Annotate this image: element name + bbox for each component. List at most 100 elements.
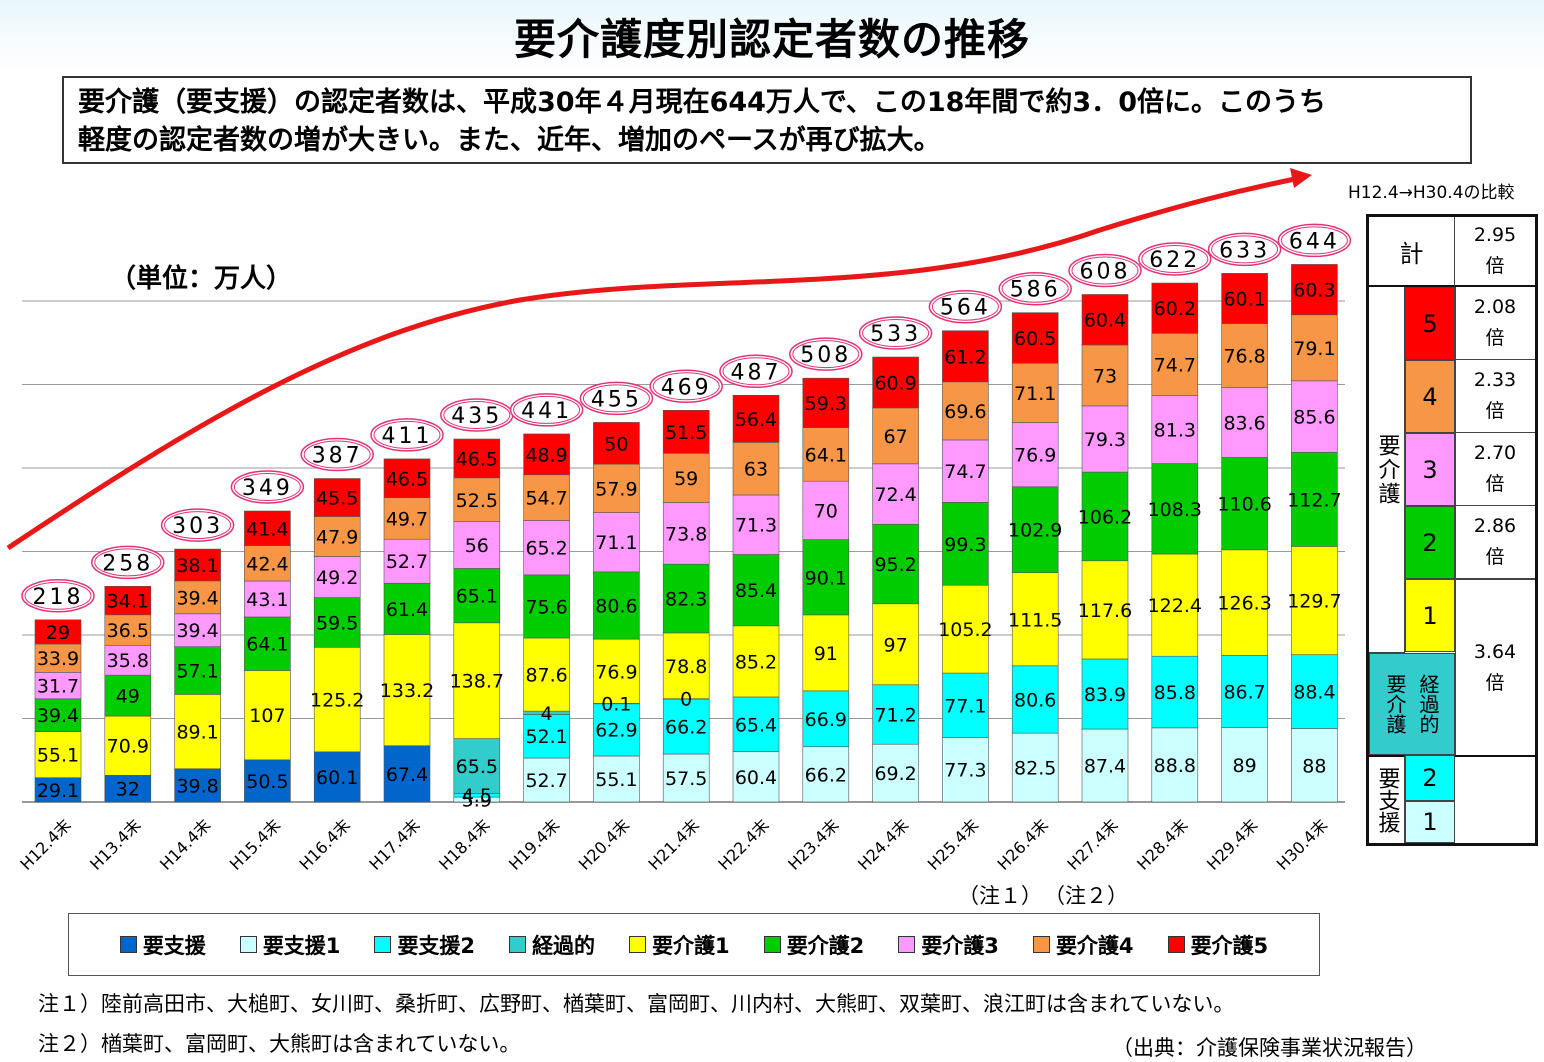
data-label-H26.4末-要介護3: 76.9 <box>1014 445 1056 467</box>
youshien-1-cell: 1 <box>1405 801 1455 843</box>
bar-segment-H13.4末-要支援 <box>104 774 152 803</box>
annotation-note2-mark: （注２） <box>1044 884 1128 908</box>
ratio-unit: 倍 <box>1485 327 1505 349</box>
data-label-H24.4末-要支援1: 69.2 <box>874 763 916 785</box>
data-label-H13.4末-要介護5: 34.1 <box>107 591 149 613</box>
data-label-H21.4末-要支援2: 66.2 <box>665 716 707 738</box>
youkaigo-level-3-cell: 3 <box>1405 433 1455 506</box>
youkaigo-level-3-ratio: 2.70 倍 <box>1455 433 1535 506</box>
bar-segment-H23.4末-要介護3 <box>802 480 850 540</box>
data-label-H26.4末-要介護5: 60.5 <box>1014 328 1056 350</box>
bar-segment-H29.4末-要支援1 <box>1221 727 1268 803</box>
x-tick-H22.4末: H22.4末 <box>714 815 772 873</box>
total-ellipse-H30.4末 <box>1277 223 1352 258</box>
total-ellipse-inner-H27.4末 <box>1071 256 1139 285</box>
data-label-H18.4末-要介護2: 65.1 <box>456 586 498 608</box>
x-tick-H12.4末: H12.4末 <box>16 815 74 873</box>
bar-segment-H14.4末-要介護4 <box>174 580 221 615</box>
data-label-H19.4末-要支援2: 52.1 <box>525 726 567 748</box>
total-ellipse-inner-H13.4末 <box>94 548 162 577</box>
x-tick-H29.4末: H29.4末 <box>1203 815 1261 873</box>
data-label-H27.4末-要支援1: 87.4 <box>1084 756 1126 778</box>
bar-segment-H21.4末-要介護1 <box>662 632 710 700</box>
data-labels: 29.1 55.1 39.4 31.7 33.9 29 32 70.9 49 35.8 36.5 34… <box>37 280 1342 812</box>
data-label-H22.4末-要介護2: 85.4 <box>735 580 777 602</box>
data-label-H23.4末-要介護4: 64.1 <box>805 444 847 466</box>
total-ellipse-inner-H30.4末 <box>1280 226 1348 255</box>
data-label-H13.4末-要介護1: 70.9 <box>107 736 149 758</box>
bar-segment-H28.4末-要介護5 <box>1151 282 1199 334</box>
bar-segment-H22.4末-要介護3 <box>732 494 780 555</box>
youshien-2-label: 2 <box>1422 764 1438 792</box>
data-label-H24.4末-要介護5: 60.9 <box>874 372 916 394</box>
bar-segment-H19.4末-要介護3 <box>523 520 570 576</box>
data-label-H19.4末-要介護5: 48.9 <box>525 444 567 466</box>
data-label-H29.4末-要介護5: 60.1 <box>1223 288 1265 310</box>
bar-segment-H26.4末-要介護5 <box>1011 312 1059 364</box>
legend-item-要介護3: 要介護3 <box>898 930 999 960</box>
data-label-H14.4末-要介護1: 89.1 <box>176 722 218 744</box>
keikateki-ratio-unit: 倍 <box>1485 671 1505 694</box>
legend-swatch <box>1167 936 1185 953</box>
data-label-H26.4末-要支援2: 80.6 <box>1014 689 1056 711</box>
data-label-H20.4末-要支援1: 55.1 <box>595 769 637 791</box>
bar-segment-H14.4末-要介護5 <box>174 548 221 582</box>
data-label-H26.4末-要介護4: 71.1 <box>1014 383 1056 405</box>
data-label-H28.4末-要介護4: 74.7 <box>1154 355 1196 377</box>
data-label-H12.4末-要介護2: 39.4 <box>37 705 79 727</box>
total-label-H13.4末: 258 <box>102 551 153 576</box>
data-label-H28.4末-要介護5: 60.2 <box>1154 298 1196 320</box>
data-label-H20.4末-経過的: 0.1 <box>601 693 631 715</box>
data-label-H29.4末-要介護2: 110.6 <box>1217 494 1271 516</box>
x-tick-H24.4末: H24.4末 <box>854 815 912 873</box>
data-label-H25.4末-要支援1: 77.3 <box>944 760 986 782</box>
data-label-H12.4末-要介護3: 31.7 <box>37 676 79 698</box>
youkaigo-level-label: 1 <box>1422 601 1438 630</box>
total-ellipse-inner-H22.4末 <box>722 357 790 386</box>
data-label-H30.4末-要介護1: 129.7 <box>1287 591 1341 613</box>
bar-segment-H25.4末-要介護4 <box>942 381 989 441</box>
bar-segment-H17.4末-要介護3 <box>383 538 431 584</box>
legend-swatch <box>763 936 781 953</box>
bars <box>34 264 1338 803</box>
legend-label: 要支援1 <box>262 933 341 958</box>
data-label-H30.4末-要支援1: 88 <box>1302 755 1326 777</box>
bar-segment-H28.4末-要介護3 <box>1151 395 1199 464</box>
total-label-H26.4末: 586 <box>1010 278 1061 303</box>
total-ellipse-inner-H25.4末 <box>931 292 999 321</box>
bar-segment-H21.4末-要介護2 <box>662 563 710 634</box>
legend-label: 要介護4 <box>1055 933 1134 958</box>
data-label-H23.4末-要支援2: 66.9 <box>805 709 847 731</box>
data-label-H29.4末-要支援1: 89 <box>1233 755 1257 777</box>
data-label-H27.4末-要支援2: 83.9 <box>1084 684 1126 706</box>
bar-segment-H21.4末-要介護4 <box>662 453 710 503</box>
total-ellipse-H15.4末 <box>230 470 305 504</box>
trend-arrow <box>6 168 1312 551</box>
data-label-H24.4末-要介護3: 72.4 <box>874 484 916 506</box>
bar-segment-H25.4末-要支援2 <box>942 672 989 738</box>
data-label-H22.4末-要介護3: 71.3 <box>735 515 777 537</box>
bar-segment-H20.4末-要介護5 <box>593 422 640 465</box>
bar-segment-H16.4末-要支援 <box>313 751 361 803</box>
trend-arrow-head <box>1290 168 1312 188</box>
bar-segment-H26.4末-要介護1 <box>1011 572 1059 667</box>
bar-segment-H29.4末-要介護1 <box>1221 549 1268 656</box>
bar-segment-H27.4末-要支援2 <box>1081 658 1129 730</box>
total-label-H20.4末: 455 <box>591 387 642 412</box>
bar-segment-H23.4末-要介護4 <box>802 427 850 482</box>
data-label-H20.4末-要介護4: 57.9 <box>595 478 637 500</box>
data-label-H22.4末-要介護1: 85.2 <box>735 651 777 673</box>
bar-segment-H25.4末-要介護5 <box>942 330 989 383</box>
data-label-H14.4末-要介護2: 57.1 <box>176 661 218 683</box>
comparison-table: 計 2.95 倍 要介護 5 2.08 倍 4 2.33 倍 3 2.70 倍 2 2.86 倍 1 要… <box>1366 214 1538 846</box>
total-label-cell: 計 <box>1369 217 1455 287</box>
title-band <box>0 0 1544 72</box>
bar-segment-H30.4末-要支援2 <box>1291 654 1338 729</box>
data-label-H21.4末-要介護5: 51.5 <box>665 422 707 444</box>
youkaigo-level-label: 2 <box>1422 528 1438 557</box>
data-label-H24.4末-要介護4: 67 <box>884 426 908 448</box>
data-label-H24.4末-要支援2: 71.2 <box>874 704 916 726</box>
total-label-H17.4末: 411 <box>382 424 433 449</box>
legend-item-経過的: 経過的 <box>509 930 595 960</box>
data-label-H29.4末-要支援2: 86.7 <box>1223 681 1265 703</box>
